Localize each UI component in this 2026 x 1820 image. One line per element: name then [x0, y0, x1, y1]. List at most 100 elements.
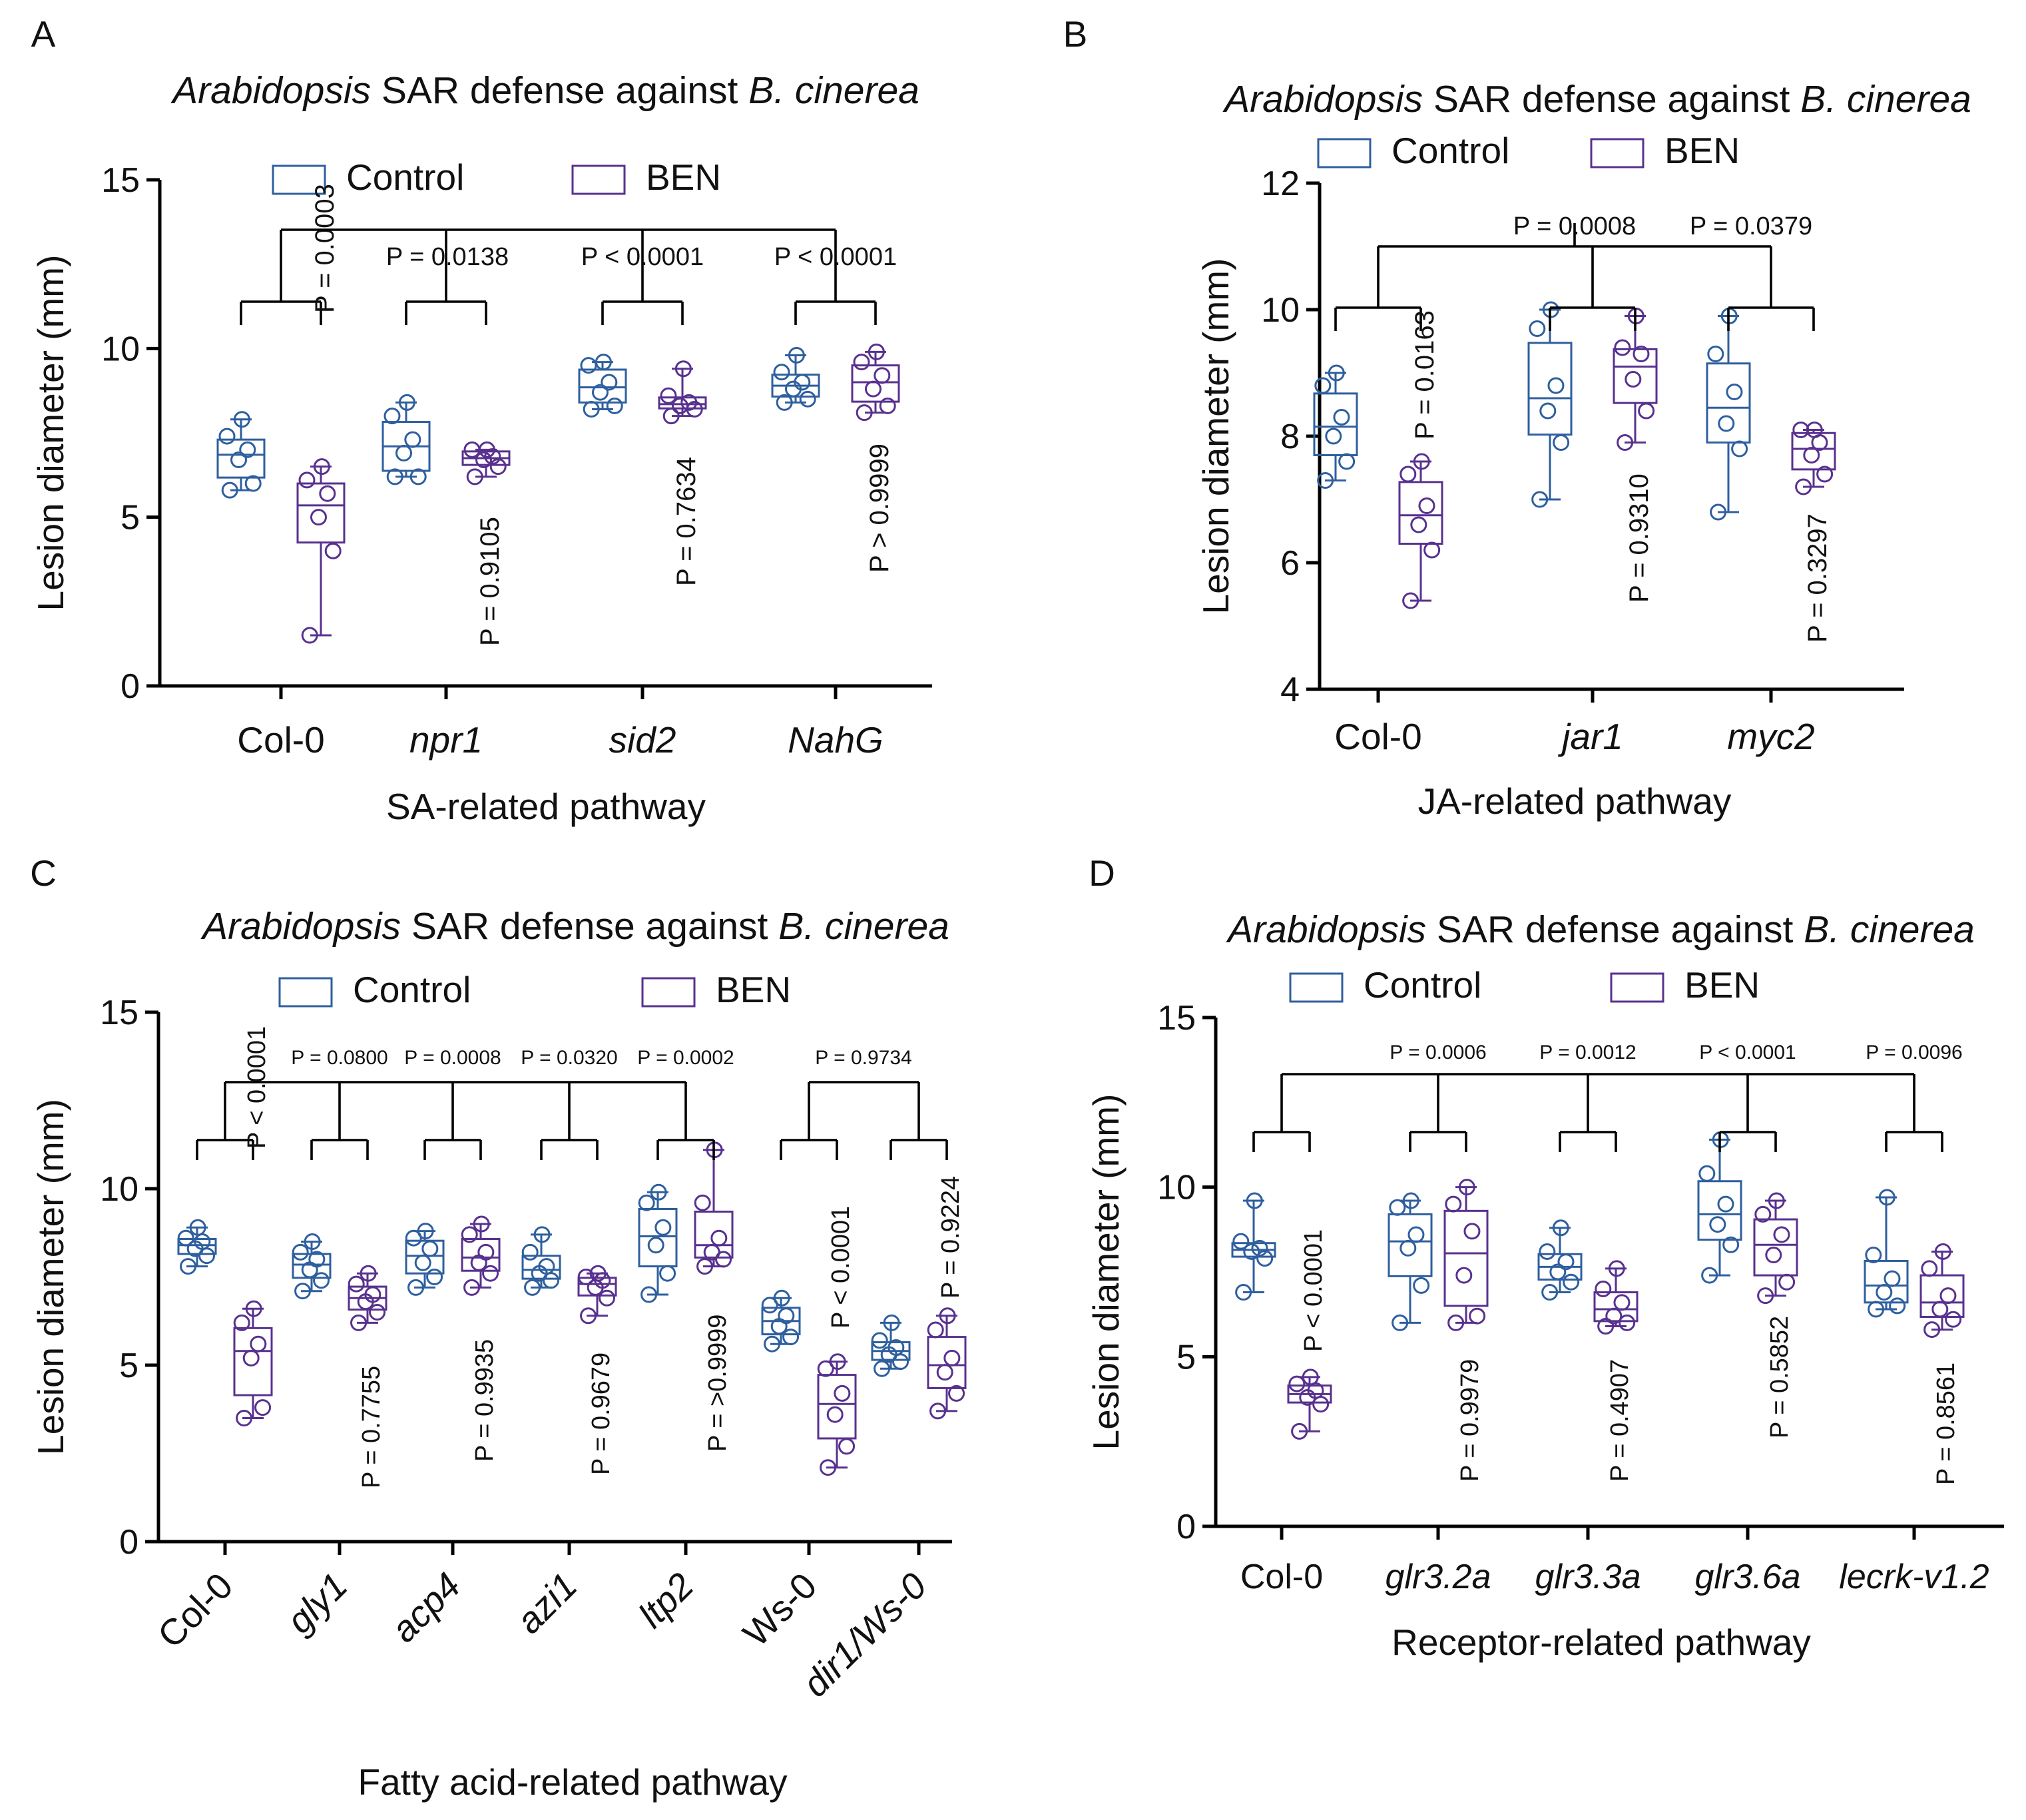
data-point — [1243, 1243, 1260, 1260]
data-point — [1232, 1233, 1250, 1250]
data-point — [939, 1307, 956, 1325]
data-point — [1614, 339, 1631, 356]
data-point — [794, 374, 811, 391]
data-point — [1402, 592, 1419, 609]
panel-B: B Arabidopsis SAR defense against B. cine… — [1063, 13, 1971, 822]
data-point — [865, 380, 882, 398]
pair-bracket — [1559, 1102, 1617, 1152]
data-point — [1722, 1236, 1740, 1253]
data-point — [1302, 1368, 1319, 1386]
title-run: B. cinerea — [1800, 78, 1971, 121]
legend-control-swatch — [272, 164, 326, 195]
x-axis-label: Fatty acid-related pathway — [358, 1761, 788, 1803]
data-point — [466, 468, 483, 485]
data-point — [874, 1360, 891, 1377]
data-point — [1251, 1239, 1268, 1257]
data-point — [929, 1402, 947, 1420]
box-control — [1527, 301, 1573, 508]
y-tick-label: 6 — [1280, 544, 1300, 583]
title-run: B. cinerea — [748, 69, 919, 112]
pair-bracket — [780, 1109, 838, 1160]
box-ben — [1593, 1260, 1639, 1335]
box-ben — [658, 360, 707, 425]
pair-p-value: P = 0.0003 — [310, 184, 340, 313]
data-point — [221, 481, 238, 499]
data-point — [475, 452, 492, 469]
data-point — [1314, 377, 1332, 394]
legend-control-label: Control — [1392, 130, 1509, 171]
data-point — [948, 1384, 965, 1402]
data-point — [1338, 453, 1356, 470]
pair-bracket — [405, 280, 487, 325]
data-point — [414, 1254, 431, 1271]
legend-ben-label: BEN — [1684, 964, 1760, 1006]
panel-label: D — [1089, 852, 1115, 894]
data-point — [1757, 1287, 1774, 1305]
group-p-value: P = 0.0096 — [1866, 1042, 1962, 1063]
data-point — [313, 458, 330, 475]
data-point — [1328, 364, 1345, 382]
box-body — [521, 1255, 561, 1280]
y-tick-label: 5 — [1176, 1338, 1196, 1376]
data-point — [595, 354, 612, 371]
pair-p-value: P = 0.9224 — [937, 1176, 965, 1299]
box-ben — [1753, 1192, 1798, 1305]
data-point — [1921, 1260, 1938, 1277]
pair-p-value: P = 0.7755 — [358, 1366, 385, 1488]
data-point — [887, 1339, 905, 1356]
box-control — [1697, 1131, 1742, 1284]
data-point — [1458, 1179, 1475, 1196]
data-point — [233, 411, 250, 428]
box-body — [1527, 342, 1573, 436]
group-p-value: P < 0.0001 — [774, 243, 897, 271]
category-label: sid2 — [609, 719, 676, 760]
data-point — [230, 452, 247, 469]
data-point — [538, 1258, 555, 1275]
data-point — [1291, 1422, 1308, 1440]
data-point — [1701, 1267, 1718, 1284]
data-point — [1547, 377, 1565, 394]
data-point — [936, 1364, 953, 1381]
legend-ben-label: BEN — [1664, 130, 1740, 171]
pair-p-value: P = >0.9999 — [704, 1315, 732, 1452]
data-point — [1288, 1375, 1306, 1392]
data-point — [1549, 1263, 1567, 1281]
category-label: azi1 — [508, 1565, 585, 1642]
title-run: B. cinerea — [778, 905, 949, 948]
group-bracket — [1280, 1073, 1915, 1102]
data-point — [324, 542, 342, 559]
data-point — [350, 1314, 368, 1331]
box-ben — [461, 1215, 501, 1296]
data-point — [674, 360, 692, 378]
data-point — [592, 384, 609, 401]
box-control — [1864, 1189, 1909, 1318]
data-point — [583, 401, 600, 418]
data-point — [1889, 1297, 1906, 1315]
title-run: SAR defense against — [401, 905, 778, 948]
category-label: glr3.3a — [1535, 1558, 1641, 1596]
data-point — [1410, 516, 1427, 533]
data-point — [409, 468, 427, 485]
box-control — [177, 1219, 217, 1275]
title-run: Arabidopsis — [1222, 78, 1423, 121]
data-point — [313, 1272, 330, 1289]
group-p-value: P < 0.0001 — [581, 243, 704, 271]
category-label: Col-0 — [150, 1565, 241, 1656]
data-point — [834, 1384, 851, 1402]
box-body — [1388, 1213, 1433, 1277]
group-p-value: P < 0.0001 — [1699, 1042, 1796, 1063]
data-point — [404, 431, 421, 448]
data-point — [1754, 1205, 1772, 1223]
category-label: gly1 — [278, 1565, 355, 1642]
data-point — [1934, 1243, 1951, 1260]
data-point — [348, 1275, 365, 1293]
data-point — [874, 367, 891, 384]
data-point — [236, 1410, 253, 1426]
box-ben — [1398, 453, 1443, 609]
data-point — [1597, 1317, 1615, 1335]
box-body — [1706, 362, 1751, 444]
data-point — [1816, 465, 1834, 483]
data-point — [1392, 1314, 1409, 1331]
data-point — [1878, 1189, 1896, 1206]
data-point — [761, 1297, 778, 1314]
